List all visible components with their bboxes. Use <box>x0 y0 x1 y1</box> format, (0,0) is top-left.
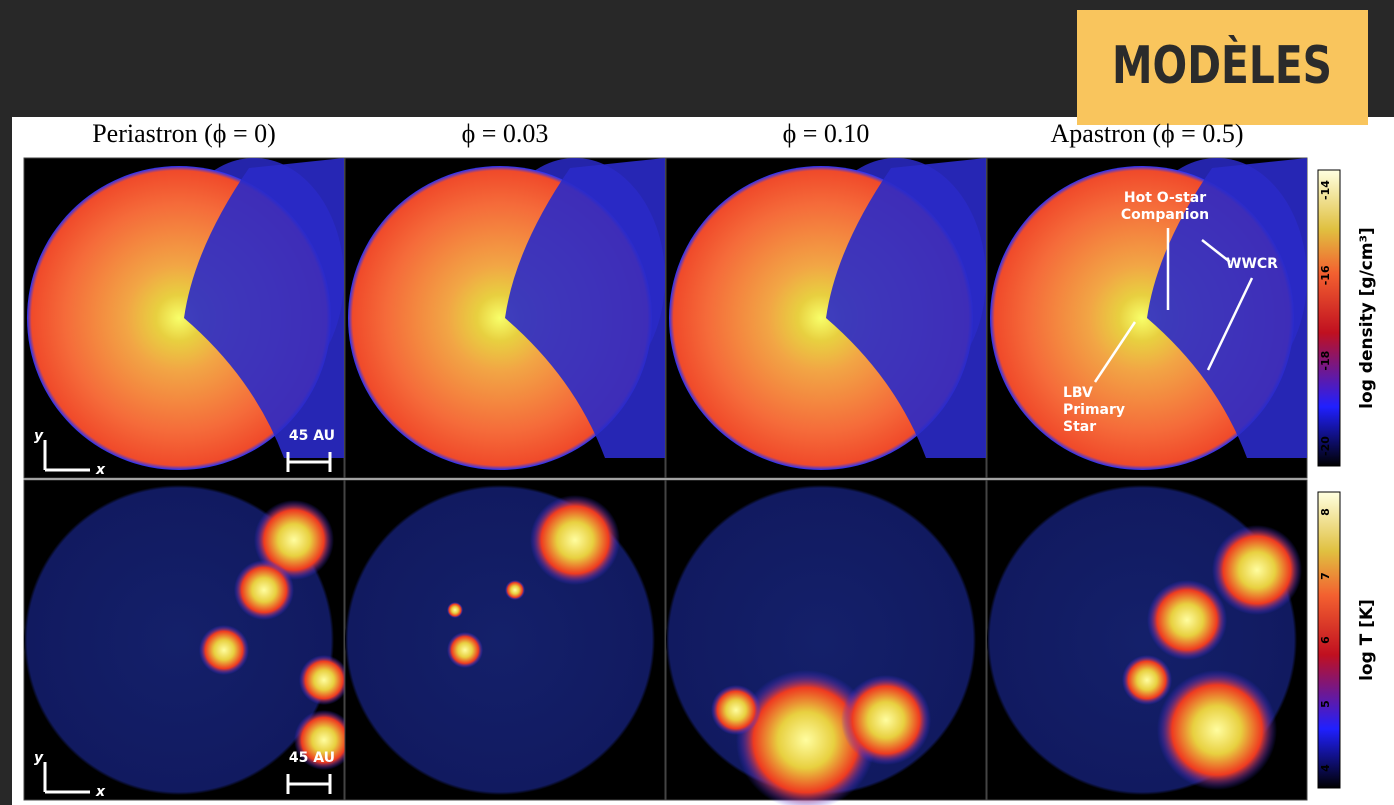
hot-gas <box>1122 655 1172 705</box>
column-title: ϕ = 0.10 <box>783 119 870 148</box>
colorbar <box>1318 170 1340 466</box>
hot-gas <box>199 625 249 675</box>
hot-gas <box>299 655 349 705</box>
hot-gas <box>841 675 931 765</box>
axis-label: y <box>34 428 44 444</box>
hot-gas <box>505 580 525 600</box>
column-title: Apastron (ϕ = 0.5) <box>1051 119 1244 148</box>
scale-label: 45 AU <box>289 750 335 766</box>
colorbar-tick: 5 <box>1319 700 1332 708</box>
hot-gas <box>447 632 483 668</box>
header-title: MODÈLES <box>1112 35 1332 96</box>
hot-gas <box>447 602 463 618</box>
colorbar-tick: -18 <box>1319 351 1332 371</box>
colorbar-tick: -14 <box>1319 180 1332 200</box>
annotation: Primary <box>1063 402 1125 418</box>
hot-gas <box>1212 525 1302 615</box>
annotation: Star <box>1063 419 1096 435</box>
axis-label: x <box>95 462 106 478</box>
colorbar-tick: 6 <box>1319 636 1332 644</box>
hot-gas <box>234 560 294 620</box>
axis-label: x <box>95 784 106 800</box>
annotation: LBV <box>1063 385 1093 401</box>
panels <box>24 158 1307 805</box>
colorbar-label: log T [K] <box>1357 599 1377 681</box>
hot-gas <box>530 495 620 585</box>
hot-gas <box>711 685 761 735</box>
page: MODÈLES Periastron (ϕ = 0) ϕ = 0.03 ϕ = 0.… <box>0 0 1394 805</box>
colorbar-tick: 8 <box>1319 508 1332 516</box>
hot-gas <box>1147 580 1227 660</box>
column-title: Periastron (ϕ = 0) <box>92 119 276 148</box>
hot-gas <box>1157 670 1277 790</box>
colorbar-tick: 4 <box>1319 764 1332 772</box>
annotation: Companion <box>1121 207 1209 223</box>
scale-label: 45 AU <box>289 428 335 444</box>
annotation: WWCR <box>1226 256 1278 272</box>
colorbar-tick: -16 <box>1319 265 1332 285</box>
colorbar-tick: -20 <box>1319 436 1332 456</box>
colorbar-tick: 7 <box>1319 572 1332 580</box>
colorbar-label: log density [g/cm³] <box>1357 227 1377 409</box>
axis-label: y <box>34 750 44 766</box>
annotation: Hot O-star <box>1124 190 1206 206</box>
slide: MODÈLES Periastron (ϕ = 0) ϕ = 0.03 ϕ = 0.… <box>0 0 1394 805</box>
column-title: ϕ = 0.03 <box>462 119 549 148</box>
